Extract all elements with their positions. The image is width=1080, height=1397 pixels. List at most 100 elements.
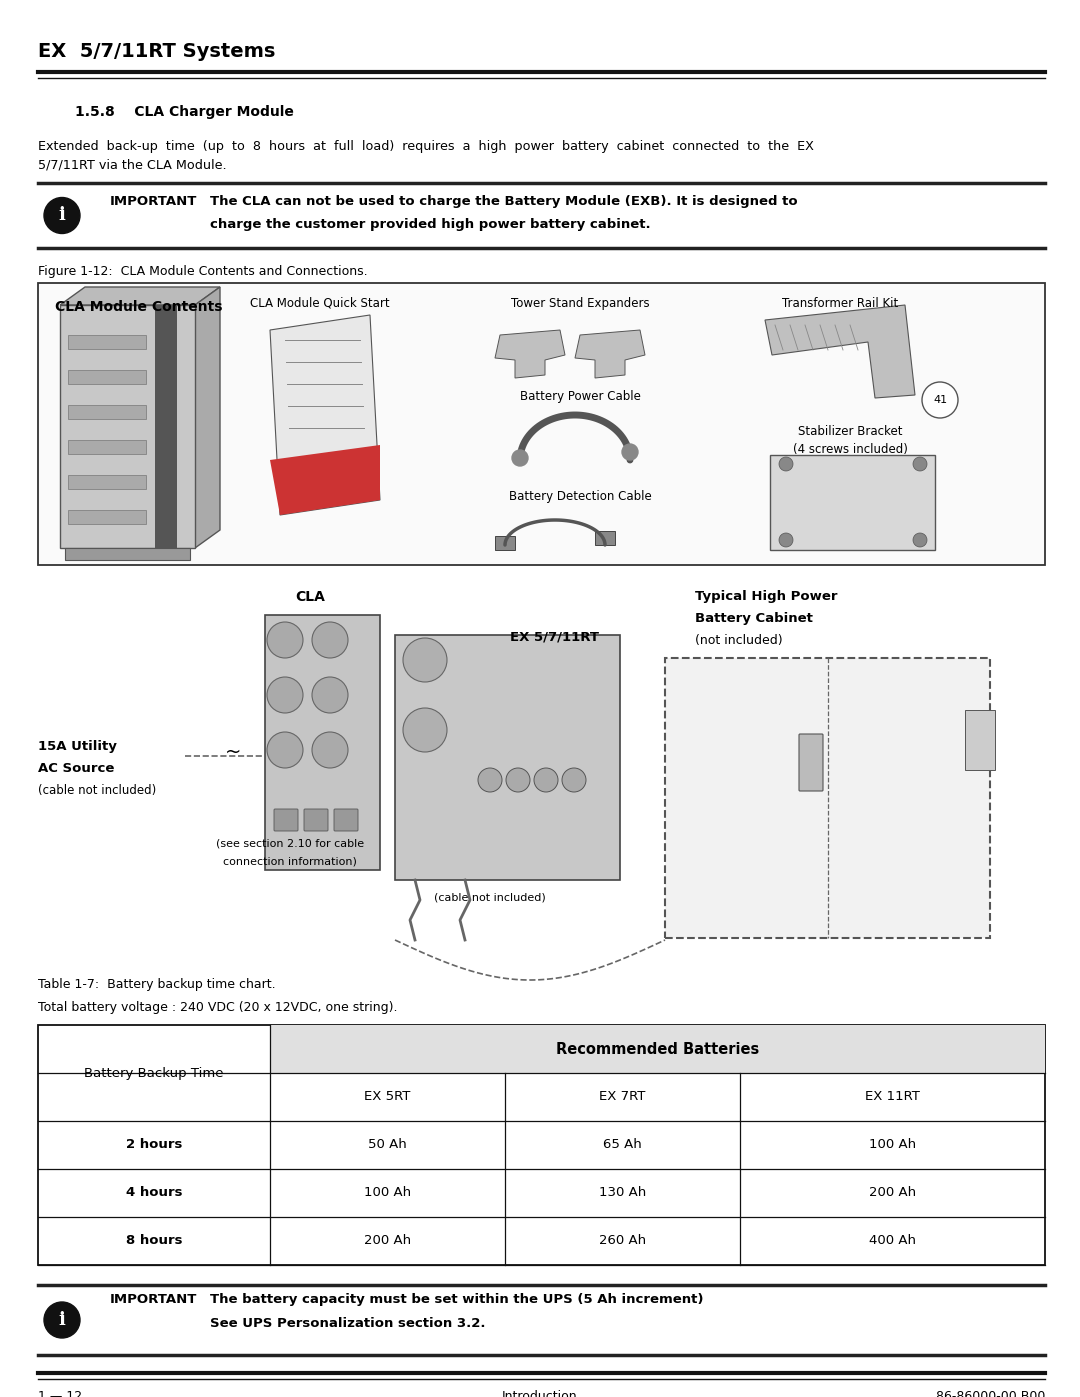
Text: Figure 1-12:  CLA Module Contents and Connections.: Figure 1-12: CLA Module Contents and Con…	[38, 265, 367, 278]
Text: Battery Cabinet: Battery Cabinet	[696, 612, 813, 624]
FancyBboxPatch shape	[303, 809, 328, 831]
Circle shape	[922, 381, 958, 418]
FancyBboxPatch shape	[265, 615, 380, 870]
Circle shape	[267, 732, 303, 768]
Text: (see section 2.10 for cable: (see section 2.10 for cable	[216, 838, 364, 848]
Circle shape	[403, 708, 447, 752]
Text: 15A Utility: 15A Utility	[38, 740, 117, 753]
Polygon shape	[270, 446, 380, 515]
Text: (cable not included): (cable not included)	[434, 893, 545, 902]
Text: Typical High Power: Typical High Power	[696, 590, 837, 604]
Text: Transformer Rail Kit: Transformer Rail Kit	[782, 298, 899, 310]
Polygon shape	[765, 305, 915, 398]
Text: (4 screws included): (4 screws included)	[793, 443, 907, 455]
Circle shape	[779, 457, 793, 471]
Text: See UPS Personalization section 3.2.: See UPS Personalization section 3.2.	[210, 1317, 486, 1330]
Circle shape	[534, 768, 558, 792]
FancyBboxPatch shape	[68, 405, 146, 419]
Text: Battery Backup Time: Battery Backup Time	[84, 1066, 224, 1080]
Circle shape	[44, 1302, 80, 1338]
FancyBboxPatch shape	[68, 370, 146, 384]
Text: Recommended Batteries: Recommended Batteries	[556, 1042, 759, 1056]
Text: EX  5/7/11RT Systems: EX 5/7/11RT Systems	[38, 42, 275, 61]
FancyBboxPatch shape	[665, 658, 990, 937]
Circle shape	[312, 732, 348, 768]
Text: 2 hours: 2 hours	[125, 1139, 183, 1151]
Circle shape	[507, 768, 530, 792]
FancyBboxPatch shape	[966, 710, 995, 770]
Text: 86-86000-00 B00: 86-86000-00 B00	[935, 1390, 1045, 1397]
Circle shape	[512, 450, 528, 467]
Circle shape	[403, 638, 447, 682]
Polygon shape	[195, 286, 220, 548]
FancyBboxPatch shape	[65, 548, 190, 560]
FancyBboxPatch shape	[770, 455, 935, 550]
Text: i: i	[58, 207, 66, 225]
Text: (not included): (not included)	[696, 634, 783, 647]
Circle shape	[267, 678, 303, 712]
Circle shape	[562, 768, 586, 792]
Text: EX 5/7/11RT: EX 5/7/11RT	[510, 630, 599, 643]
Text: EX 5RT: EX 5RT	[364, 1091, 410, 1104]
FancyBboxPatch shape	[68, 510, 146, 524]
Text: 65 Ah: 65 Ah	[603, 1139, 642, 1151]
Text: Extended  back-up  time  (up  to  8  hours  at  full  load)  requires  a  high  : Extended back-up time (up to 8 hours at …	[38, 140, 814, 154]
Text: 130 Ah: 130 Ah	[599, 1186, 646, 1200]
Text: i: i	[58, 1310, 66, 1329]
Circle shape	[312, 622, 348, 658]
Text: CLA: CLA	[295, 590, 325, 604]
Text: 100 Ah: 100 Ah	[869, 1139, 916, 1151]
FancyBboxPatch shape	[334, 809, 357, 831]
FancyBboxPatch shape	[799, 733, 823, 791]
Text: 260 Ah: 260 Ah	[599, 1235, 646, 1248]
Text: CLA Module Quick Start: CLA Module Quick Start	[251, 298, 390, 310]
Circle shape	[622, 444, 638, 460]
FancyBboxPatch shape	[68, 475, 146, 489]
Text: 1.5.8    CLA Charger Module: 1.5.8 CLA Charger Module	[75, 105, 294, 119]
Text: 200 Ah: 200 Ah	[869, 1186, 916, 1200]
Text: IMPORTANT: IMPORTANT	[110, 1294, 198, 1306]
FancyBboxPatch shape	[156, 305, 177, 548]
Circle shape	[913, 534, 927, 548]
Text: 50 Ah: 50 Ah	[368, 1139, 407, 1151]
FancyBboxPatch shape	[395, 636, 620, 880]
Text: Battery Detection Cable: Battery Detection Cable	[509, 490, 651, 503]
Text: 5/7/11RT via the CLA Module.: 5/7/11RT via the CLA Module.	[38, 158, 227, 170]
Text: ~: ~	[225, 742, 241, 761]
Text: Stabilizer Bracket: Stabilizer Bracket	[798, 425, 902, 439]
Circle shape	[779, 534, 793, 548]
Text: IMPORTANT: IMPORTANT	[110, 196, 198, 208]
FancyBboxPatch shape	[495, 536, 515, 550]
Text: The battery capacity must be set within the UPS (5 Ah increment): The battery capacity must be set within …	[210, 1294, 703, 1306]
Circle shape	[478, 768, 502, 792]
Text: AC Source: AC Source	[38, 761, 114, 775]
FancyBboxPatch shape	[38, 284, 1045, 564]
FancyBboxPatch shape	[38, 1025, 1045, 1266]
Circle shape	[312, 678, 348, 712]
Circle shape	[913, 457, 927, 471]
Text: Tower Stand Expanders: Tower Stand Expanders	[511, 298, 649, 310]
Polygon shape	[60, 286, 220, 305]
Text: Battery Power Cable: Battery Power Cable	[519, 390, 640, 402]
Text: 4 hours: 4 hours	[125, 1186, 183, 1200]
Text: Introduction: Introduction	[502, 1390, 578, 1397]
Text: 8 hours: 8 hours	[125, 1235, 183, 1248]
Text: EX 11RT: EX 11RT	[865, 1091, 920, 1104]
Text: Table 1-7:  Battery backup time chart.: Table 1-7: Battery backup time chart.	[38, 978, 275, 990]
Text: Total battery voltage : 240 VDC (20 x 12VDC, one string).: Total battery voltage : 240 VDC (20 x 12…	[38, 1002, 397, 1014]
Text: 41: 41	[933, 395, 947, 405]
FancyBboxPatch shape	[274, 809, 298, 831]
Text: 1 — 12: 1 — 12	[38, 1390, 82, 1397]
Polygon shape	[575, 330, 645, 379]
Text: 200 Ah: 200 Ah	[364, 1235, 411, 1248]
Polygon shape	[270, 314, 380, 515]
FancyBboxPatch shape	[60, 305, 195, 548]
FancyBboxPatch shape	[68, 440, 146, 454]
Text: 400 Ah: 400 Ah	[869, 1235, 916, 1248]
Text: The CLA can not be used to charge the Battery Module (EXB). It is designed to: The CLA can not be used to charge the Ba…	[210, 196, 798, 208]
Text: EX 7RT: EX 7RT	[599, 1091, 646, 1104]
Text: CLA Module Contents: CLA Module Contents	[55, 300, 222, 314]
Text: 100 Ah: 100 Ah	[364, 1186, 411, 1200]
FancyBboxPatch shape	[595, 531, 615, 545]
FancyBboxPatch shape	[270, 1025, 1045, 1073]
